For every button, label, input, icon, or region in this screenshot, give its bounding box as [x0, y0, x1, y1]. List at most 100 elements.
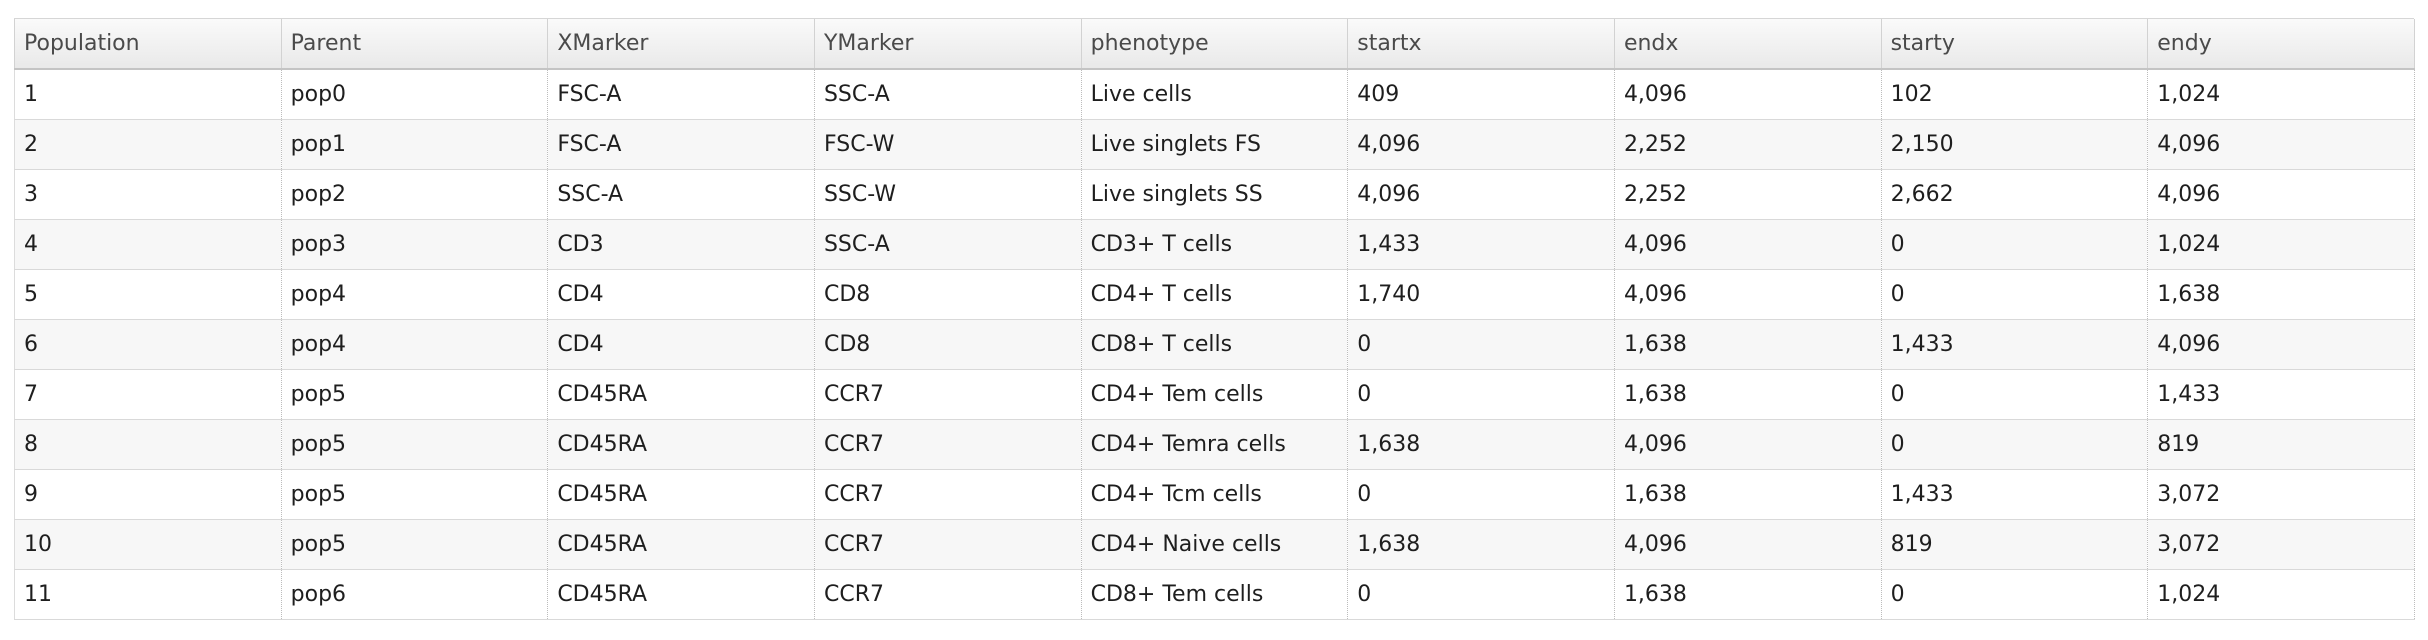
cell-startx[interactable]: 1,638 [1347, 519, 1615, 570]
cell-phenotype[interactable]: Live singlets FS [1081, 119, 1349, 170]
cell-endx[interactable]: 4,096 [1614, 69, 1882, 120]
cell-parent[interactable]: pop3 [281, 219, 549, 270]
cell-endy[interactable]: 4,096 [2147, 119, 2415, 170]
cell-population[interactable]: 5 [14, 269, 282, 320]
cell-ymarker[interactable]: CCR7 [814, 369, 1082, 420]
cell-xmarker[interactable]: CD45RA [547, 369, 815, 420]
cell-parent[interactable]: pop5 [281, 369, 549, 420]
cell-endx[interactable]: 4,096 [1614, 419, 1882, 470]
column-header-parent[interactable]: Parent [281, 19, 549, 70]
table-row[interactable]: 1 pop0 FSC-A SSC-A Live cells 409 4,096 102 1,02… [14, 69, 2415, 120]
cell-endy[interactable]: 3,072 [2147, 469, 2415, 520]
cell-parent[interactable]: pop5 [281, 469, 549, 520]
cell-population[interactable]: 3 [14, 169, 282, 220]
cell-starty[interactable]: 2,662 [1881, 169, 2149, 220]
cell-endy[interactable]: 819 [2147, 419, 2415, 470]
cell-startx[interactable]: 1,740 [1347, 269, 1615, 320]
cell-parent[interactable]: pop5 [281, 519, 549, 570]
column-header-population[interactable]: Population [14, 19, 282, 70]
cell-phenotype[interactable]: CD8+ T cells [1081, 319, 1349, 370]
cell-startx[interactable]: 1,433 [1347, 219, 1615, 270]
cell-endx[interactable]: 2,252 [1614, 119, 1882, 170]
cell-xmarker[interactable]: FSC-A [547, 69, 815, 120]
table-row[interactable]: 7 pop5 CD45RA CCR7 CD4+ Tem cells 0 1,638 0 1,43… [14, 369, 2415, 420]
cell-xmarker[interactable]: CD45RA [547, 519, 815, 570]
cell-endx[interactable]: 4,096 [1614, 219, 1882, 270]
cell-parent[interactable]: pop4 [281, 319, 549, 370]
cell-starty[interactable]: 0 [1881, 419, 2149, 470]
cell-startx[interactable]: 4,096 [1347, 119, 1615, 170]
cell-ymarker[interactable]: CCR7 [814, 419, 1082, 470]
cell-phenotype[interactable]: Live cells [1081, 69, 1349, 120]
cell-phenotype[interactable]: CD3+ T cells [1081, 219, 1349, 270]
cell-endy[interactable]: 1,024 [2147, 569, 2415, 620]
cell-population[interactable]: 4 [14, 219, 282, 270]
cell-ymarker[interactable]: CD8 [814, 319, 1082, 370]
table-row[interactable]: 2 pop1 FSC-A FSC-W Live singlets FS 4,096 2,25… [14, 119, 2415, 170]
cell-population[interactable]: 11 [14, 569, 282, 620]
cell-parent[interactable]: pop5 [281, 419, 549, 470]
cell-endy[interactable]: 1,024 [2147, 219, 2415, 270]
column-header-xmarker[interactable]: XMarker [547, 19, 815, 70]
cell-phenotype[interactable]: CD4+ T cells [1081, 269, 1349, 320]
cell-phenotype[interactable]: CD4+ Tcm cells [1081, 469, 1349, 520]
cell-starty[interactable]: 102 [1881, 69, 2149, 120]
cell-starty[interactable]: 0 [1881, 219, 2149, 270]
cell-population[interactable]: 6 [14, 319, 282, 370]
cell-phenotype[interactable]: CD4+ Naive cells [1081, 519, 1349, 570]
column-header-ymarker[interactable]: YMarker [814, 19, 1082, 70]
table-row[interactable]: 3 pop2 SSC-A SSC-W Live singlets SS 4,096 2,25… [14, 169, 2415, 220]
cell-population[interactable]: 10 [14, 519, 282, 570]
cell-parent[interactable]: pop6 [281, 569, 549, 620]
cell-startx[interactable]: 0 [1347, 319, 1615, 370]
cell-endx[interactable]: 1,638 [1614, 319, 1882, 370]
cell-xmarker[interactable]: CD3 [547, 219, 815, 270]
column-header-startx[interactable]: startx [1347, 19, 1615, 70]
cell-endy[interactable]: 3,072 [2147, 519, 2415, 570]
cell-starty[interactable]: 1,433 [1881, 319, 2149, 370]
cell-ymarker[interactable]: CCR7 [814, 519, 1082, 570]
table-row[interactable]: 8 pop5 CD45RA CCR7 CD4+ Temra cells 1,638 4,09… [14, 419, 2415, 470]
column-header-phenotype[interactable]: phenotype [1081, 19, 1349, 70]
cell-ymarker[interactable]: CCR7 [814, 469, 1082, 520]
cell-endx[interactable]: 1,638 [1614, 569, 1882, 620]
cell-startx[interactable]: 0 [1347, 469, 1615, 520]
cell-endy[interactable]: 1,024 [2147, 69, 2415, 120]
cell-starty[interactable]: 0 [1881, 369, 2149, 420]
cell-startx[interactable]: 4,096 [1347, 169, 1615, 220]
cell-xmarker[interactable]: CD45RA [547, 419, 815, 470]
cell-parent[interactable]: pop1 [281, 119, 549, 170]
cell-parent[interactable]: pop0 [281, 69, 549, 120]
cell-parent[interactable]: pop2 [281, 169, 549, 220]
table-row[interactable]: 6 pop4 CD4 CD8 CD8+ T cells 0 1,638 1,433 4,096 [14, 319, 2415, 370]
cell-endx[interactable]: 4,096 [1614, 519, 1882, 570]
cell-endy[interactable]: 1,638 [2147, 269, 2415, 320]
cell-phenotype[interactable]: CD4+ Tem cells [1081, 369, 1349, 420]
cell-endy[interactable]: 1,433 [2147, 369, 2415, 420]
cell-phenotype[interactable]: Live singlets SS [1081, 169, 1349, 220]
cell-xmarker[interactable]: CD4 [547, 269, 815, 320]
cell-startx[interactable]: 1,638 [1347, 419, 1615, 470]
cell-population[interactable]: 1 [14, 69, 282, 120]
cell-parent[interactable]: pop4 [281, 269, 549, 320]
cell-ymarker[interactable]: CCR7 [814, 569, 1082, 620]
cell-population[interactable]: 9 [14, 469, 282, 520]
cell-startx[interactable]: 409 [1347, 69, 1615, 120]
cell-starty[interactable]: 2,150 [1881, 119, 2149, 170]
cell-population[interactable]: 8 [14, 419, 282, 470]
cell-phenotype[interactable]: CD4+ Temra cells [1081, 419, 1349, 470]
cell-ymarker[interactable]: CD8 [814, 269, 1082, 320]
column-header-endy[interactable]: endy [2147, 19, 2415, 70]
cell-ymarker[interactable]: SSC-A [814, 69, 1082, 120]
cell-xmarker[interactable]: CD45RA [547, 469, 815, 520]
cell-startx[interactable]: 0 [1347, 369, 1615, 420]
cell-ymarker[interactable]: SSC-A [814, 219, 1082, 270]
column-header-endx[interactable]: endx [1614, 19, 1882, 70]
cell-endy[interactable]: 4,096 [2147, 169, 2415, 220]
cell-phenotype[interactable]: CD8+ Tem cells [1081, 569, 1349, 620]
cell-endx[interactable]: 1,638 [1614, 369, 1882, 420]
table-row[interactable]: 10 pop5 CD45RA CCR7 CD4+ Naive cells 1,638 4,0… [14, 519, 2415, 570]
table-row[interactable]: 4 pop3 CD3 SSC-A CD3+ T cells 1,433 4,096 0 1,02… [14, 219, 2415, 270]
cell-xmarker[interactable]: CD45RA [547, 569, 815, 620]
cell-ymarker[interactable]: SSC-W [814, 169, 1082, 220]
